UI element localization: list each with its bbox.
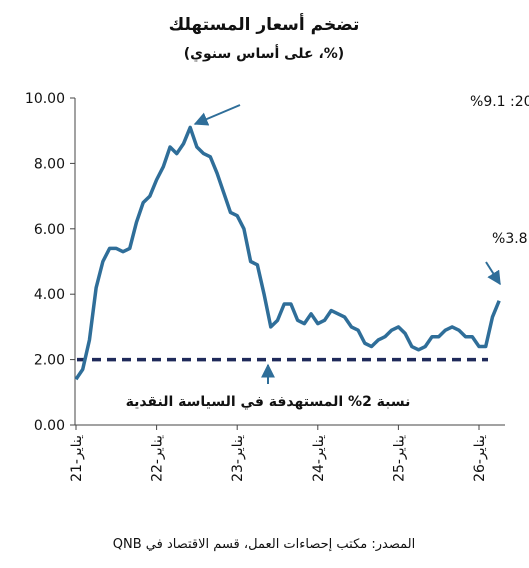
y-tick-label: 2.00 (34, 353, 65, 369)
latest-annotation: آخر إصدار للبيانات: 3.8% (492, 230, 529, 247)
source-note: المصدر: مكتب إحصاءات العمل، قسم الاقتصاد… (113, 537, 415, 552)
latest-arrow (485, 261, 501, 286)
peak-arrow (193, 104, 241, 126)
x-tick-label: يناير-23 (230, 435, 246, 482)
target-label: نسبة 2% المستهدفة في السياسة النقدية (126, 394, 411, 410)
y-tick-label: 8.00 (34, 156, 65, 172)
y-tick-label: 6.00 (34, 222, 65, 238)
peak-annotation: الذروة في يونيو 2022: 9.1% (470, 94, 529, 110)
series-line (74, 125, 501, 381)
y-tick-label: 10.00 (25, 91, 65, 107)
x-tick-label: يناير-21 (69, 435, 85, 482)
y-tick-label: 0.00 (34, 418, 65, 434)
y-tick-label: 4.00 (34, 287, 65, 303)
x-tick-label: يناير-26 (472, 435, 488, 482)
x-tick-label: يناير-22 (150, 435, 166, 482)
x-tick-label: يناير-24 (311, 435, 327, 482)
chart-title: تضخم أسعار المستهلك (169, 13, 360, 35)
chart-subtitle: (%، على أساس سنوي) (184, 44, 344, 63)
x-tick-label: يناير-25 (391, 435, 407, 482)
